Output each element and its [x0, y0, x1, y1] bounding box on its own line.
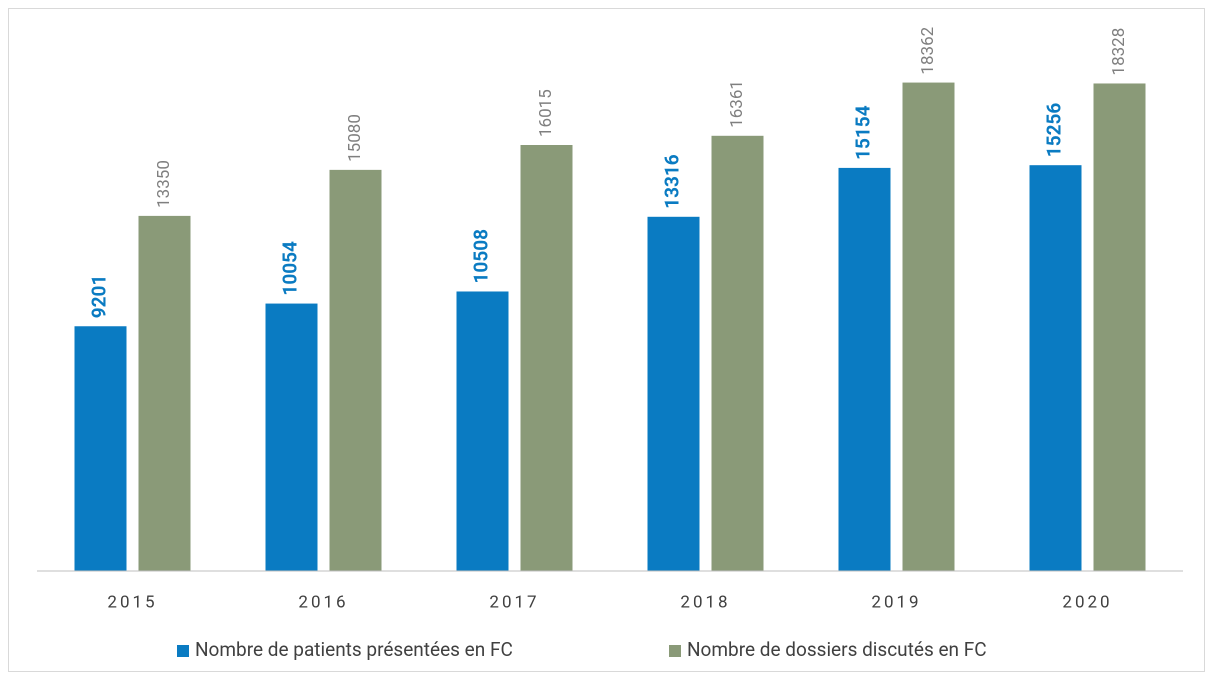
legend-label: Nombre de patients présentées en FC	[195, 638, 513, 661]
x-tick-label: 2016	[298, 592, 348, 612]
data-label: 13316	[661, 154, 684, 209]
data-label: 9201	[88, 275, 111, 319]
x-tick-label: 2019	[871, 592, 921, 612]
bar	[1093, 83, 1146, 572]
x-tick-label: 2020	[1062, 592, 1112, 612]
chart-border	[8, 8, 1205, 672]
data-label: 15154	[852, 105, 875, 160]
bar	[838, 167, 891, 571]
x-tick-label: 2018	[680, 592, 730, 612]
x-tick-label: 2015	[107, 592, 157, 612]
bar	[1029, 165, 1082, 571]
bar	[329, 169, 382, 571]
legend-label: Nombre de dossiers discutés en FC	[687, 638, 987, 661]
data-label: 10508	[470, 229, 493, 284]
bar	[711, 135, 764, 571]
data-label: 18362	[918, 27, 938, 75]
data-label: 16015	[536, 89, 556, 137]
data-label: 15080	[345, 114, 365, 162]
bar	[647, 216, 700, 571]
data-label: 10054	[279, 241, 302, 296]
bar	[74, 326, 127, 571]
data-label: 16361	[727, 80, 747, 128]
bar	[138, 215, 191, 571]
x-tick-label: 2017	[489, 592, 539, 612]
bar	[265, 303, 318, 571]
legend-swatch	[177, 645, 189, 657]
bar	[902, 82, 955, 571]
bar	[456, 291, 509, 571]
data-label: 15256	[1043, 103, 1066, 158]
bar	[520, 145, 573, 571]
data-label: 18328	[1109, 28, 1129, 76]
data-label: 13350	[154, 160, 174, 208]
legend-swatch	[669, 645, 681, 657]
